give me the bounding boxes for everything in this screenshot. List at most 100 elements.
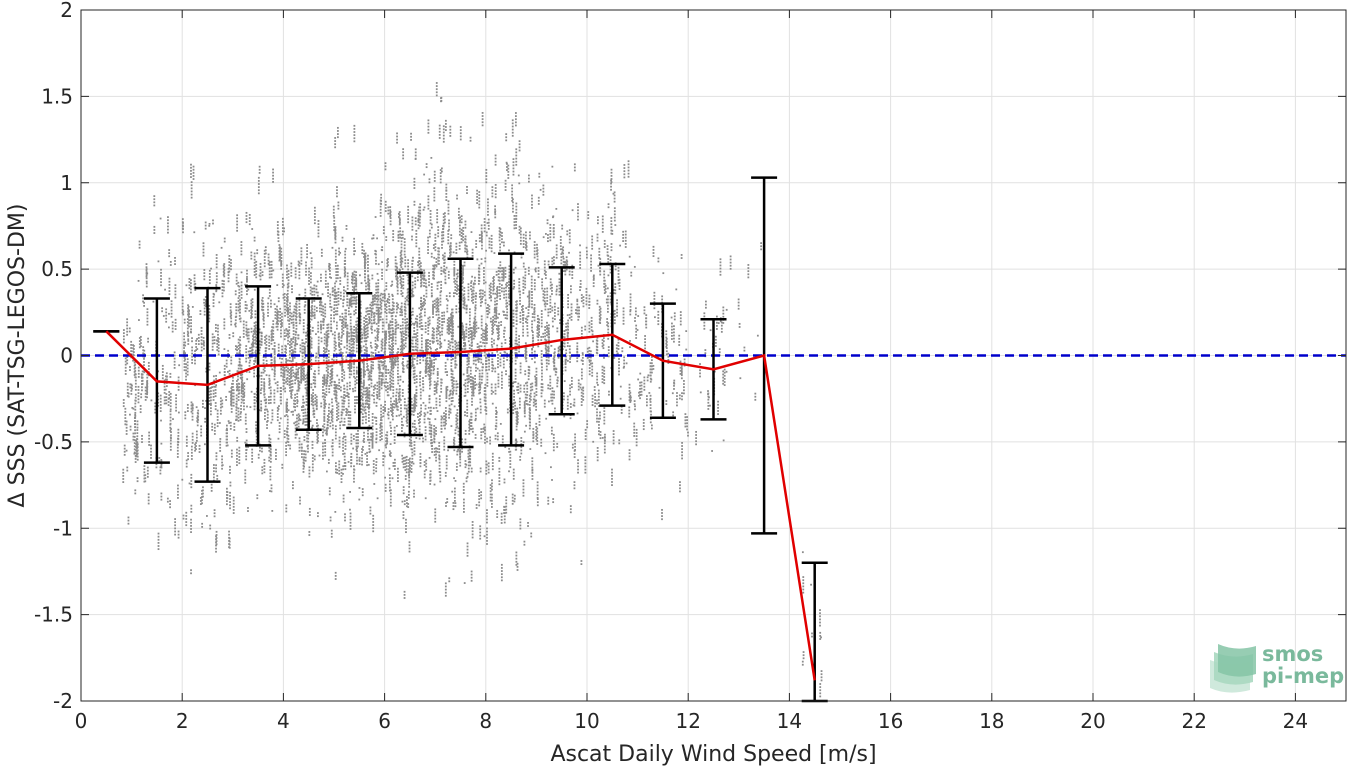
scatter-point: [353, 471, 355, 474]
scatter-point: [289, 302, 291, 305]
scatter-point: [349, 528, 352, 530]
scatter-point: [335, 399, 337, 402]
scatter-point: [308, 432, 311, 435]
scatter-point: [133, 451, 136, 454]
scatter-point: [303, 308, 306, 311]
scatter-point: [342, 453, 344, 455]
scatter-point: [310, 397, 313, 399]
scatter-point: [325, 369, 328, 372]
scatter-point: [247, 340, 250, 343]
scatter-point: [133, 371, 136, 373]
scatter-point: [334, 146, 337, 149]
scatter-point: [371, 416, 374, 418]
scatter-point: [246, 334, 249, 337]
scatter-point: [379, 297, 382, 300]
scatter-point: [186, 407, 189, 409]
scatter-point: [208, 279, 211, 281]
scatter-point: [311, 293, 314, 296]
scatter-point: [422, 386, 425, 389]
scatter-point: [246, 337, 249, 340]
scatter-point: [188, 287, 191, 290]
scatter-point: [191, 337, 193, 340]
scatter-point: [382, 415, 385, 418]
scatter-point: [408, 474, 410, 477]
scatter-point: [138, 246, 141, 249]
scatter-point: [177, 431, 180, 434]
scatter-point: [392, 311, 395, 314]
scatter-point: [252, 339, 255, 342]
scatter-point: [357, 442, 359, 445]
scatter-point: [146, 393, 148, 396]
scatter-point: [391, 403, 394, 405]
scatter-point: [377, 351, 380, 354]
scatter-point: [268, 396, 270, 398]
scatter-point: [339, 386, 342, 389]
scatter-point: [208, 317, 211, 320]
scatter-point: [262, 316, 265, 319]
scatter-point: [215, 550, 217, 553]
scatter-point: [433, 306, 436, 308]
scatter-point: [244, 307, 247, 309]
scatter-point: [232, 509, 235, 511]
scatter-point: [212, 375, 215, 378]
scatter-point: [416, 273, 419, 275]
scatter-point: [401, 330, 404, 333]
scatter-point: [212, 464, 215, 466]
scatter-point: [136, 449, 139, 452]
scatter-point: [311, 311, 313, 313]
scatter-point: [345, 358, 348, 361]
scatter-point: [142, 300, 144, 303]
scatter-point: [353, 282, 356, 285]
scatter-point: [127, 392, 130, 395]
scatter-point: [350, 364, 353, 366]
scatter-point: [355, 285, 358, 288]
scatter-point: [346, 287, 349, 290]
scatter-point: [350, 439, 353, 442]
scatter-point: [248, 364, 251, 367]
scatter-point: [380, 343, 383, 346]
scatter-point: [313, 308, 316, 311]
scatter-point: [295, 376, 298, 379]
scatter-point: [211, 425, 214, 428]
scatter-point: [298, 274, 301, 277]
scatter-point: [262, 325, 265, 328]
scatter-point: [145, 285, 148, 288]
scatter-point: [263, 249, 266, 252]
scatter-point: [237, 367, 240, 370]
scatter-point: [234, 293, 237, 296]
scatter-point: [161, 371, 164, 373]
scatter-point: [309, 252, 312, 255]
scatter-point: [356, 462, 358, 465]
scatter-point: [154, 405, 157, 408]
scatter-point: [286, 267, 288, 270]
scatter-point: [376, 336, 379, 339]
scatter-point: [213, 429, 216, 432]
scatter-point: [240, 281, 243, 284]
scatter-point: [213, 385, 215, 388]
scatter-point: [310, 337, 313, 340]
scatter-point: [337, 297, 340, 300]
scatter-point: [347, 417, 350, 420]
scatter-point: [338, 250, 340, 253]
scatter-point: [157, 401, 160, 404]
scatter-point: [372, 395, 375, 397]
scatter-point: [334, 249, 337, 252]
scatter-point: [243, 396, 245, 398]
scatter-point: [136, 438, 139, 441]
scatter-point: [252, 336, 255, 339]
scatter-point: [338, 460, 341, 463]
scatter-point: [367, 369, 370, 372]
scatter-point: [348, 342, 351, 345]
scatter-point: [168, 293, 171, 296]
scatter-point: [123, 450, 126, 453]
scatter-point: [310, 318, 313, 321]
scatter-point: [366, 362, 369, 365]
scatter-point: [280, 257, 283, 259]
scatter-point: [244, 283, 247, 286]
scatter-point: [253, 369, 256, 372]
scatter-point: [353, 244, 356, 246]
scatter-point: [296, 414, 298, 417]
scatter-point: [341, 325, 344, 328]
scatter-point: [215, 540, 218, 543]
scatter-point: [286, 427, 289, 430]
